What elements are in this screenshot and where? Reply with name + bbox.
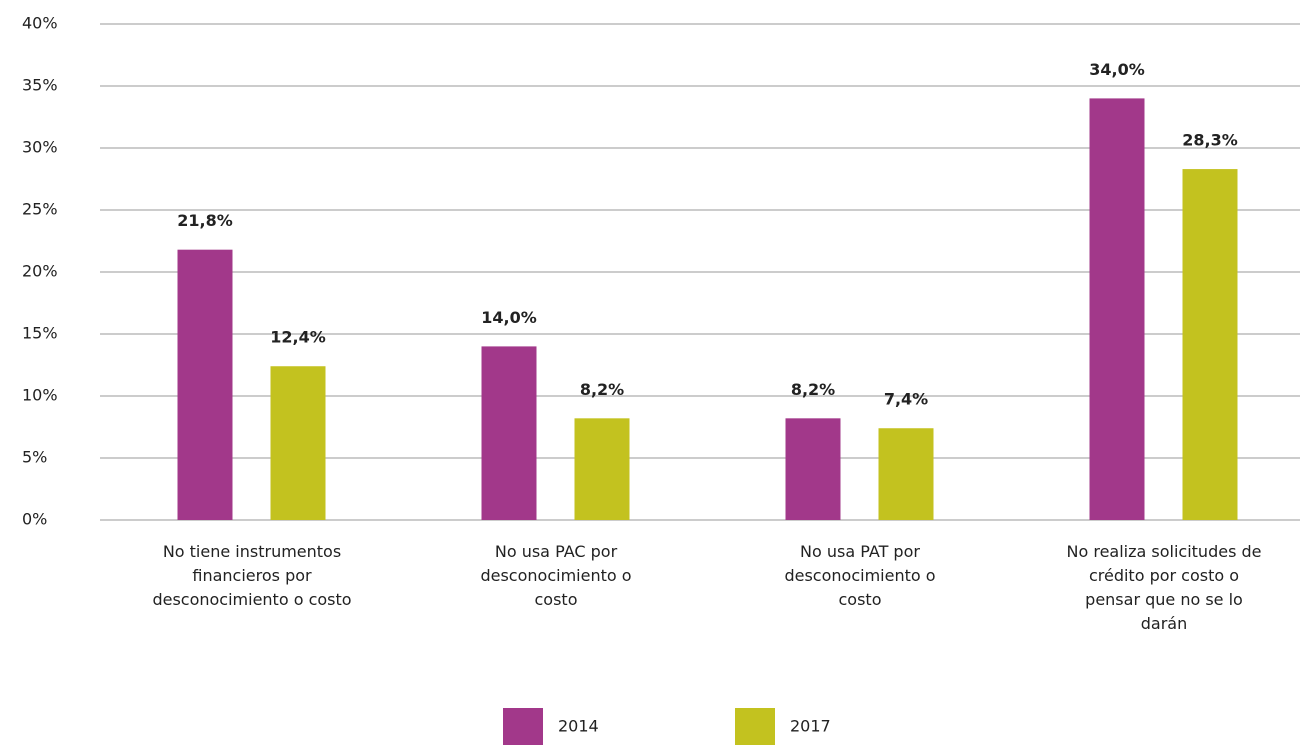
- y-tick-label: 15%: [22, 324, 58, 343]
- bar: [1089, 98, 1145, 521]
- bar: [1182, 169, 1238, 520]
- x-tick-label: No tiene instrumentos financieros por de…: [152, 542, 352, 609]
- legend-label: 2014: [558, 717, 599, 736]
- y-tick-label: 10%: [22, 386, 58, 405]
- value-label: 28,3%: [1182, 131, 1238, 150]
- value-label: 7,4%: [884, 390, 928, 409]
- value-label: 21,8%: [177, 211, 233, 230]
- value-label: 14,0%: [481, 308, 537, 327]
- y-tick-label: 40%: [22, 14, 58, 33]
- value-label: 34,0%: [1089, 60, 1145, 79]
- y-tick-label: 20%: [22, 262, 58, 281]
- bar: [878, 428, 934, 520]
- bar: [574, 418, 630, 520]
- legend-swatch: [735, 708, 775, 745]
- legend-swatch: [503, 708, 543, 745]
- y-tick-label: 35%: [22, 76, 58, 95]
- x-tick-label: No realiza solicitudes de crédito por co…: [1066, 542, 1262, 633]
- value-label: 8,2%: [580, 380, 624, 399]
- y-tick-label: 5%: [22, 448, 47, 467]
- y-tick-label: 0%: [22, 510, 47, 529]
- y-tick-label: 30%: [22, 138, 58, 157]
- bar: [270, 366, 326, 520]
- x-tick-label: No usa PAC por desconocimiento o costo: [480, 542, 632, 609]
- bar: [785, 418, 841, 520]
- legend-label: 2017: [790, 717, 831, 736]
- y-tick-label: 25%: [22, 200, 58, 219]
- bar: [177, 249, 233, 520]
- bar: [481, 346, 537, 520]
- value-label: 12,4%: [270, 328, 326, 347]
- value-label: 8,2%: [791, 380, 835, 399]
- x-tick-label: No usa PAT por desconocimiento o costo: [784, 542, 936, 609]
